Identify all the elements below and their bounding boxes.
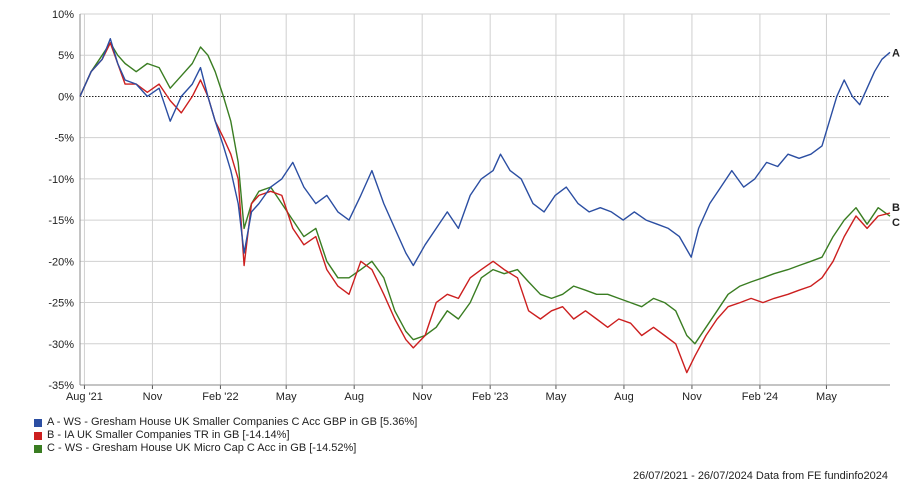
y-tick-label: -35% [48,380,74,392]
x-tick-label: Feb '23 [472,391,508,403]
y-tick-label: -10% [48,174,74,186]
y-tick-label: 0% [58,91,74,103]
x-tick-label: Feb '22 [202,391,238,403]
x-tick-label: Nov [143,391,163,403]
x-tick-label: Nov [682,391,702,403]
y-axis-tick-labels: 10% 5% 0% -5% -10% -15% -20% -25% -30% -35% [48,9,74,392]
grid-lines [80,13,890,386]
legend-item-b: B - IA UK Smaller Companies TR in GB [-1… [34,429,417,442]
y-tick-label: 5% [58,50,74,62]
legend-item-a: A - WS - Gresham House UK Smaller Compan… [34,416,417,429]
series-lines [79,38,891,374]
legend-label-a: A - WS - Gresham House UK Smaller Compan… [47,416,418,428]
series-line-a [79,38,891,267]
series-end-label-c: C [892,217,900,229]
y-tick-label: -25% [48,298,74,310]
series-line-b [79,42,891,374]
x-tick-label: Aug '21 [66,391,103,403]
legend-label-c: C - WS - Gresham House UK Micro Cap C Ac… [47,442,357,454]
chart-axes [79,14,890,389]
series-line-c [79,42,891,345]
y-tick-label: -15% [48,215,74,227]
y-tick-label: -5% [54,133,74,145]
x-tick-label: May [816,391,837,403]
y-tick-label: -20% [48,256,74,268]
x-tick-label: Feb '24 [742,391,778,403]
x-tick-label: May [276,391,297,403]
legend-swatch-b [34,431,42,440]
legend-swatch-a [34,418,42,427]
y-tick-label: 10% [52,9,74,21]
x-tick-label: Aug [344,391,364,403]
y-tick-label: -30% [48,339,74,351]
legend-swatch-c [34,444,42,453]
x-axis-tick-labels: Aug '21 Nov Feb '22 May Aug Nov Feb '23 May Aug N… [66,391,837,403]
x-tick-label: Nov [412,391,432,403]
legend: A - WS - Gresham House UK Smaller Compan… [34,416,417,455]
x-tick-label: Aug [614,391,634,403]
series-end-label-a: A [892,47,900,59]
footer-source: 26/07/2021 - 26/07/2024 Data from FE fun… [632,470,888,482]
series-end-labels: A BC [892,47,900,229]
legend-item-c: C - WS - Gresham House UK Micro Cap C Ac… [34,442,417,455]
x-tick-label: May [546,391,567,403]
legend-label-b: B - IA UK Smaller Companies TR in GB [-1… [47,429,290,441]
series-end-label-b: B [892,202,900,214]
